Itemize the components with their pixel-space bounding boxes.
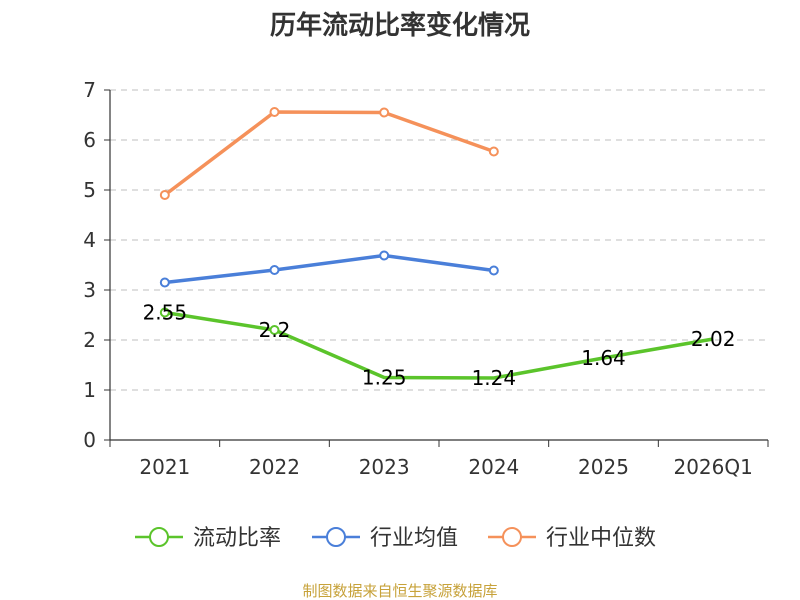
legend-item-1[interactable]: 行业均值 [312, 526, 458, 551]
legend[interactable]: 流动比率 行业均值 行业中位数 [135, 526, 656, 551]
series-2 [159, 107, 499, 200]
data-point[interactable] [269, 107, 280, 117]
data-label: 1.24 [472, 366, 517, 390]
x-tick-label: 2021 [139, 455, 190, 479]
legend-item-2[interactable]: 行业中位数 [488, 526, 656, 551]
data-point[interactable] [379, 250, 390, 261]
data-label: 2.2 [259, 318, 291, 342]
legend-item-0[interactable]: 流动比率 [135, 526, 281, 551]
series-line [164, 310, 714, 380]
x-tick-label: 2023 [359, 455, 410, 479]
legend-marker-icon [326, 527, 346, 547]
legend-label: 行业中位数 [546, 526, 656, 551]
y-tick-label: 2 [83, 328, 96, 352]
data-label: 1.25 [362, 366, 407, 390]
y-tick-label: 3 [83, 278, 96, 302]
x-tick-label: 2026Q1 [673, 455, 752, 479]
data-point[interactable] [159, 277, 170, 288]
data-label: 2.02 [691, 327, 736, 351]
series-layer [159, 107, 714, 380]
data-labels: 2.55 2.2 1.25 1.24 1.64 2.02 [143, 301, 736, 391]
x-tick-label: 2022 [249, 455, 300, 479]
data-point[interactable] [488, 146, 499, 157]
y-tick-label: 6 [83, 128, 96, 152]
series-line [164, 253, 495, 285]
legend-marker-icon [149, 527, 169, 547]
x-tick-label: 2025 [578, 455, 629, 479]
data-label: 1.64 [581, 346, 626, 370]
y-tick-label: 7 [83, 78, 96, 102]
y-tick-label: 0 [83, 428, 96, 452]
axes: 0 1 2 3 4 5 6 7 2021 2022 2023 2024 2025 2026Q1 [83, 78, 769, 479]
chart-title: 历年流动比率变化情况 [270, 10, 530, 41]
series-line [163, 110, 495, 197]
series-1 [159, 250, 499, 288]
data-point[interactable] [269, 325, 280, 335]
legend-label: 流动比率 [193, 526, 281, 551]
legend-marker-icon [502, 527, 522, 547]
data-point[interactable] [269, 265, 280, 275]
y-tick-label: 5 [83, 178, 96, 202]
source-note: 制图数据来自恒生聚源数据库 [302, 582, 497, 600]
data-point[interactable] [488, 265, 499, 276]
legend-label: 行业均值 [370, 526, 458, 551]
x-tick-label: 2024 [468, 455, 519, 479]
data-point[interactable] [159, 190, 170, 200]
data-point[interactable] [379, 107, 390, 118]
y-tick-label: 1 [83, 378, 96, 402]
data-label: 2.55 [143, 301, 188, 325]
series-0 [159, 307, 714, 380]
y-tick-label: 4 [83, 228, 96, 252]
data-point[interactable] [159, 307, 170, 318]
